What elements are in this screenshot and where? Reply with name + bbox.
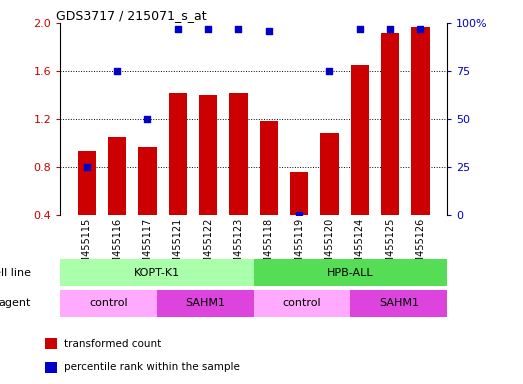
Point xyxy=(113,68,121,74)
Bar xyxy=(351,65,369,215)
Point xyxy=(143,116,152,122)
Point xyxy=(295,212,303,218)
Text: control: control xyxy=(283,298,321,308)
Point xyxy=(356,26,364,32)
Text: transformed count: transformed count xyxy=(64,339,161,349)
Bar xyxy=(157,290,254,317)
Text: agent: agent xyxy=(0,298,31,308)
Bar xyxy=(169,93,187,215)
Point xyxy=(325,68,334,74)
Text: percentile rank within the sample: percentile rank within the sample xyxy=(64,362,240,372)
Bar xyxy=(350,290,447,317)
Bar xyxy=(412,26,429,215)
Point xyxy=(265,28,273,34)
Text: SAHM1: SAHM1 xyxy=(185,298,225,308)
Text: HPB-ALL: HPB-ALL xyxy=(327,268,374,278)
Bar xyxy=(45,362,57,372)
Point xyxy=(386,26,394,32)
Bar xyxy=(381,33,399,215)
Bar xyxy=(230,93,247,215)
Bar xyxy=(199,95,217,215)
Point xyxy=(204,26,212,32)
Bar xyxy=(60,259,254,286)
Bar xyxy=(260,121,278,215)
Text: GDS3717 / 215071_s_at: GDS3717 / 215071_s_at xyxy=(56,9,207,22)
Bar xyxy=(60,290,157,317)
Bar xyxy=(254,290,350,317)
Bar xyxy=(45,338,57,349)
Point xyxy=(234,26,243,32)
Bar xyxy=(78,151,96,215)
Text: KOPT-K1: KOPT-K1 xyxy=(134,268,180,278)
Text: SAHM1: SAHM1 xyxy=(379,298,419,308)
Bar xyxy=(290,172,308,215)
Bar xyxy=(108,137,126,215)
Point xyxy=(83,164,91,170)
Bar xyxy=(254,259,447,286)
Text: cell line: cell line xyxy=(0,268,31,278)
Text: control: control xyxy=(89,298,128,308)
Point xyxy=(174,26,182,32)
Point xyxy=(416,26,425,32)
Bar xyxy=(321,134,338,215)
Bar xyxy=(139,147,156,215)
